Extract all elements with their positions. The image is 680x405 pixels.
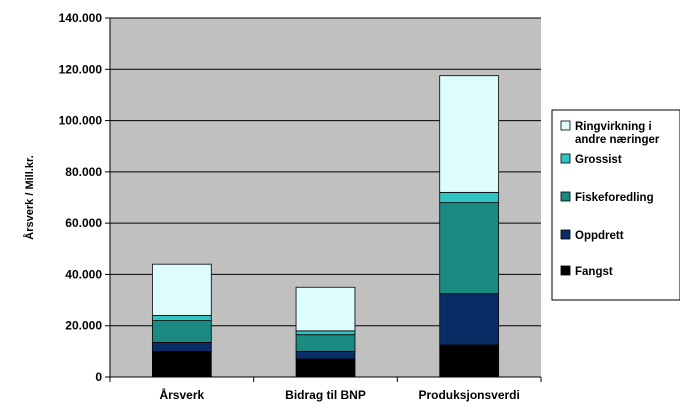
axes: 0 20.000 40.000 60.000 80.000 100.000 120.000 1… xyxy=(59,11,542,402)
y-axis-title: Årsverk / Mill.kr. xyxy=(23,155,36,239)
legend-label: Ringvirkning i xyxy=(575,121,652,133)
y-tick-label: 60.000 xyxy=(65,216,102,230)
y-tick-label: 120.000 xyxy=(59,62,103,76)
legend-swatch xyxy=(560,153,571,164)
y-tick-label: 80.000 xyxy=(65,165,102,179)
bar-segment xyxy=(295,358,356,378)
y-tick-label: 0 xyxy=(95,370,102,384)
bar-segment xyxy=(439,202,500,295)
bar-segment xyxy=(151,315,212,321)
bar-segment xyxy=(151,263,212,316)
bar-segment xyxy=(295,334,356,352)
bar-segment xyxy=(439,293,500,346)
legend-box xyxy=(551,109,680,301)
legend-label: Fangst xyxy=(575,266,613,278)
legend-label: Fiskeforedling xyxy=(575,192,654,204)
x-category-label: Årsverk xyxy=(159,387,204,402)
legend-swatch xyxy=(560,265,571,276)
x-category-label: Produksjonsverdi xyxy=(418,388,519,402)
legend-swatch xyxy=(560,191,571,202)
bar-segment xyxy=(439,344,500,378)
bar-segment xyxy=(295,286,356,332)
legend-label: Oppdrett xyxy=(575,230,624,242)
y-tick-label: 140.000 xyxy=(59,11,103,25)
legend-swatch xyxy=(560,120,571,131)
bar-segment xyxy=(151,320,212,343)
bar-segment xyxy=(295,350,356,360)
y-tick-label: 100.000 xyxy=(59,114,103,128)
legend-swatch xyxy=(560,229,571,240)
legend-label: Grossist xyxy=(575,154,622,166)
bar-segment xyxy=(295,330,356,336)
bar-segment xyxy=(439,75,500,193)
bar-segment xyxy=(439,191,500,204)
legend-label: andre næringer xyxy=(575,134,660,146)
bar-segment xyxy=(151,341,212,352)
x-category-label: Bidrag til BNP xyxy=(285,388,366,402)
bar-segment xyxy=(151,350,212,378)
bars xyxy=(151,75,500,378)
y-tick-label: 20.000 xyxy=(65,319,102,333)
y-tick-label: 40.000 xyxy=(65,267,102,281)
